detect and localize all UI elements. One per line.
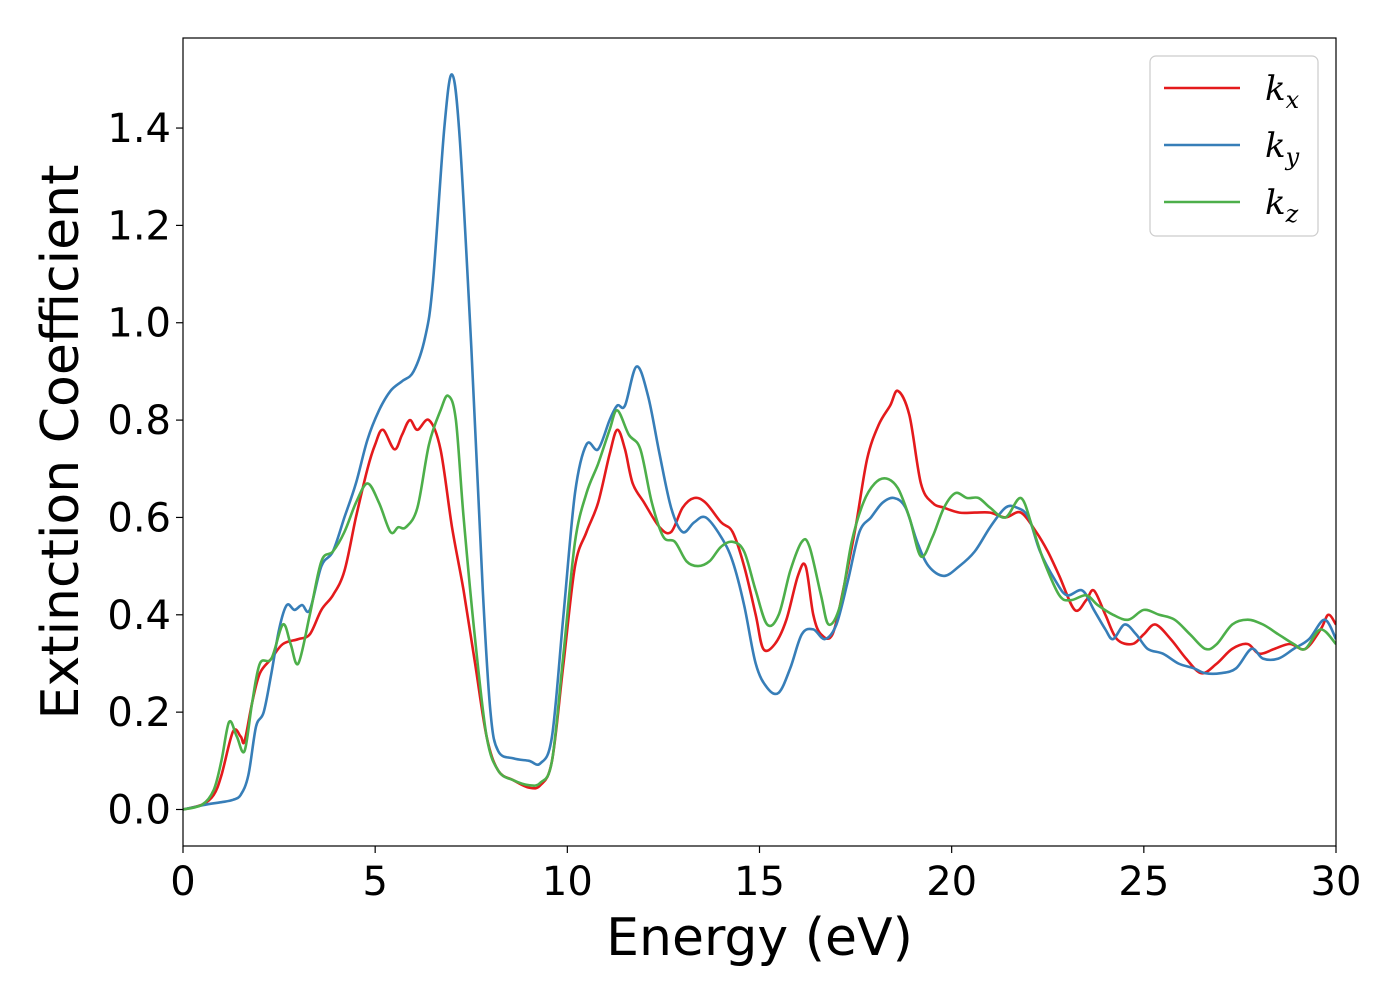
y-axis-label: Extinction Coefficient: [31, 165, 91, 720]
x-tick-label: 15: [734, 859, 785, 905]
legend-entry-name: k: [1265, 126, 1286, 166]
x-axis: 0 5 10 15 20 25 30: [170, 846, 1361, 905]
x-tick-label: 0: [170, 859, 195, 905]
x-tick-label: 30: [1311, 859, 1362, 905]
y-tick-label: 0.6: [107, 495, 171, 541]
series-line-x: [183, 389, 1336, 811]
x-tick-label: 5: [362, 859, 387, 905]
x-tick-label: 25: [1118, 859, 1169, 905]
series-line-y: [183, 73, 1336, 811]
x-tick-label: 10: [542, 859, 593, 905]
legend-entry-subscript: y: [1285, 143, 1300, 171]
y-tick-label: 0.4: [107, 593, 171, 639]
y-tick-label: 1.4: [107, 106, 171, 152]
series-line-z: [183, 394, 1336, 811]
x-tick-label: 20: [926, 859, 977, 905]
legend-entry-y: ky: [1265, 126, 1300, 171]
legend-entry-subscript: x: [1286, 86, 1300, 114]
y-tick-label: 0.2: [107, 690, 171, 736]
legend-entry-subscript: z: [1285, 200, 1299, 228]
y-tick-label: 1.0: [107, 301, 171, 347]
x-axis-label: Energy (eV): [606, 908, 913, 968]
y-tick-label: 0.0: [107, 787, 171, 833]
legend-entry-z: kz: [1265, 183, 1299, 228]
legend-entry-name: k: [1265, 69, 1286, 109]
series-layer: [183, 73, 1336, 811]
y-tick-label: 1.2: [107, 203, 171, 249]
legend-entry-name: k: [1265, 183, 1286, 223]
plot-area: [183, 73, 1336, 811]
y-tick-label: 0.8: [107, 398, 171, 444]
y-axis: 0.0 0.2 0.4 0.6 0.8 1.0 1.2 1.4: [107, 106, 183, 833]
legend-entry-x: kx: [1265, 69, 1300, 114]
